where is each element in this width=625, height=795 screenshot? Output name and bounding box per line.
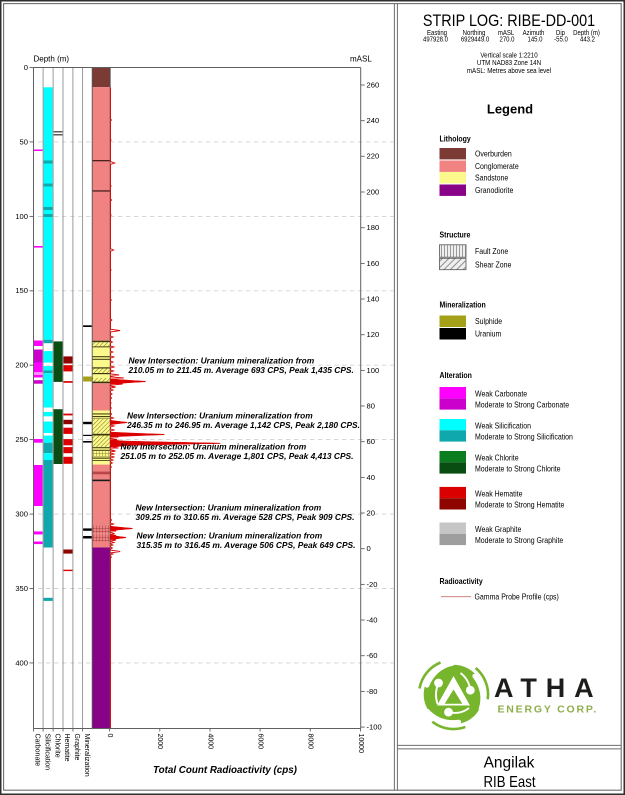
svg-text:80: 80	[367, 401, 375, 410]
svg-text:Weak Silicification: Weak Silicification	[475, 421, 531, 431]
svg-text:Easting: Easting	[427, 29, 447, 37]
svg-text:Depth (m): Depth (m)	[34, 55, 70, 64]
svg-text:STRIP LOG: RIBE-DD-001: STRIP LOG: RIBE-DD-001	[423, 12, 595, 30]
svg-text:Weak Graphite: Weak Graphite	[475, 524, 521, 534]
svg-text:Angilak: Angilak	[484, 755, 535, 772]
svg-text:Weak Carbonate: Weak Carbonate	[475, 389, 527, 399]
svg-text:Mineralization: Mineralization	[440, 300, 486, 310]
svg-text:50: 50	[20, 137, 28, 146]
svg-text:260: 260	[367, 80, 380, 89]
svg-text:Hematite: Hematite	[63, 734, 70, 762]
svg-text:Dip: Dip	[556, 29, 565, 37]
svg-text:180: 180	[367, 223, 380, 232]
svg-text:Lithology: Lithology	[440, 134, 472, 144]
svg-text:Weak Hematite: Weak Hematite	[475, 489, 522, 499]
svg-text:20: 20	[367, 508, 375, 517]
svg-text:Legend: Legend	[487, 102, 533, 117]
svg-text:New Intersection: Uranium mine: New Intersection: Uranium mineralization…	[136, 503, 322, 513]
svg-text:140: 140	[367, 294, 380, 303]
svg-text:145.0: 145.0	[527, 36, 542, 44]
svg-text:6929449.0: 6929449.0	[461, 36, 490, 44]
svg-text:Uranium: Uranium	[475, 329, 501, 339]
svg-text:400: 400	[15, 658, 28, 667]
svg-text:Overburden: Overburden	[475, 149, 512, 159]
svg-text:200: 200	[15, 361, 28, 370]
svg-text:New Intersection: Uranium mine: New Intersection: Uranium mineralization…	[129, 356, 315, 366]
svg-text:200: 200	[367, 187, 380, 196]
svg-text:210.05 m to 211.45 m. Average: 210.05 m to 211.45 m. Average 693 CPS, P…	[128, 365, 354, 375]
svg-text:120: 120	[367, 330, 380, 339]
svg-text:New Intersection: Uranium mine: New Intersection: Uranium mineralization…	[127, 411, 313, 421]
svg-text:315.35 m to 316.45 m. Average: 315.35 m to 316.45 m. Average 506 CPS, P…	[137, 540, 356, 550]
svg-text:mASL: mASL	[498, 29, 515, 37]
svg-text:250: 250	[15, 435, 28, 444]
svg-text:220: 220	[367, 152, 380, 161]
svg-text:Radioactivity: Radioactivity	[440, 576, 484, 586]
svg-text:-80: -80	[367, 687, 378, 696]
svg-text:270.0: 270.0	[499, 36, 514, 44]
svg-text:Moderate to Strong Graphite: Moderate to Strong Graphite	[475, 536, 563, 546]
svg-text:Northing: Northing	[463, 29, 486, 37]
svg-text:0: 0	[106, 734, 113, 738]
svg-text:0: 0	[24, 63, 28, 72]
svg-text:350: 350	[15, 584, 28, 593]
svg-text:Fault Zone: Fault Zone	[475, 247, 508, 257]
svg-text:10000: 10000	[357, 734, 364, 754]
svg-text:0: 0	[367, 544, 371, 553]
svg-text:6000: 6000	[256, 734, 263, 750]
svg-text:New Intersection: Uranium mine: New Intersection: Uranium mineralization…	[121, 442, 307, 452]
svg-text:Granodiorite: Granodiorite	[475, 186, 513, 196]
svg-text:4000: 4000	[206, 734, 213, 750]
svg-text:-20: -20	[367, 580, 378, 589]
svg-text:New Intersection: Uranium mine: New Intersection: Uranium mineralization…	[137, 531, 323, 541]
svg-text:300: 300	[15, 510, 28, 519]
svg-text:497928.0: 497928.0	[423, 36, 448, 44]
svg-text:160: 160	[367, 259, 380, 268]
svg-text:Carbonate: Carbonate	[34, 734, 41, 767]
svg-text:mASL: mASL	[350, 55, 372, 64]
svg-text:150: 150	[15, 286, 28, 295]
svg-text:mASL: Metres above sea level: mASL: Metres above sea level	[467, 67, 552, 75]
svg-text:240: 240	[367, 116, 380, 125]
svg-text:Moderate to Strong Hematite: Moderate to Strong Hematite	[475, 500, 564, 510]
svg-text:RIB East: RIB East	[484, 774, 536, 791]
svg-text:ENERGY CORP.: ENERGY CORP.	[498, 704, 599, 716]
svg-text:ATHA: ATHA	[494, 673, 603, 703]
svg-text:309.25 m to 310.65 m. Average: 309.25 m to 310.65 m. Average 528 CPS, P…	[136, 512, 355, 522]
svg-text:Moderate to Strong Silicificat: Moderate to Strong Silicification	[475, 432, 573, 442]
svg-text:40: 40	[367, 473, 375, 482]
svg-text:60: 60	[367, 437, 375, 446]
svg-text:UTM NAD83 Zone 14N: UTM NAD83 Zone 14N	[477, 60, 541, 68]
svg-text:Alteration: Alteration	[440, 370, 473, 380]
svg-text:100: 100	[367, 366, 380, 375]
svg-text:Sulphide: Sulphide	[475, 316, 502, 326]
svg-text:Mineralization: Mineralization	[83, 734, 90, 777]
svg-text:Sandstone: Sandstone	[475, 173, 508, 183]
svg-text:Shear Zone: Shear Zone	[475, 260, 511, 270]
svg-text:443.2: 443.2	[580, 36, 595, 44]
svg-text:-55.0: -55.0	[554, 36, 568, 44]
svg-text:100: 100	[15, 212, 28, 221]
svg-text:-100: -100	[367, 723, 382, 732]
svg-text:Moderate to Strong Carbonate: Moderate to Strong Carbonate	[475, 400, 569, 410]
svg-text:Gamma Probe Profile (cps): Gamma Probe Profile (cps)	[475, 592, 560, 602]
svg-text:-40: -40	[367, 615, 378, 624]
svg-text:Structure: Structure	[440, 230, 471, 240]
svg-text:2000: 2000	[156, 734, 163, 750]
svg-text:Chlorite: Chlorite	[53, 734, 60, 758]
svg-text:Weak Chlorite: Weak Chlorite	[475, 453, 519, 463]
svg-text:Azimuth: Azimuth	[523, 29, 545, 37]
svg-text:8000: 8000	[307, 734, 314, 750]
svg-text:251.05 m to 252.05 m. Average: 251.05 m to 252.05 m. Average 1,801 CPS,…	[120, 451, 354, 461]
svg-text:Total Count Radioactivity (cps: Total Count Radioactivity (cps)	[153, 765, 297, 776]
svg-text:Silicification: Silicification	[43, 734, 50, 771]
svg-text:Moderate to Strong Chlorite: Moderate to Strong Chlorite	[475, 464, 561, 474]
svg-text:246.35 m to 246.95 m. Average: 246.35 m to 246.95 m. Average 1,142 CPS,…	[126, 420, 360, 430]
svg-text:Graphite: Graphite	[73, 734, 80, 761]
svg-text:Conglomerate: Conglomerate	[475, 162, 519, 172]
svg-text:Depth (m): Depth (m)	[573, 29, 600, 37]
svg-text:-60: -60	[367, 651, 378, 660]
svg-text:Vertical scale 1:2210: Vertical scale 1:2210	[480, 52, 537, 60]
